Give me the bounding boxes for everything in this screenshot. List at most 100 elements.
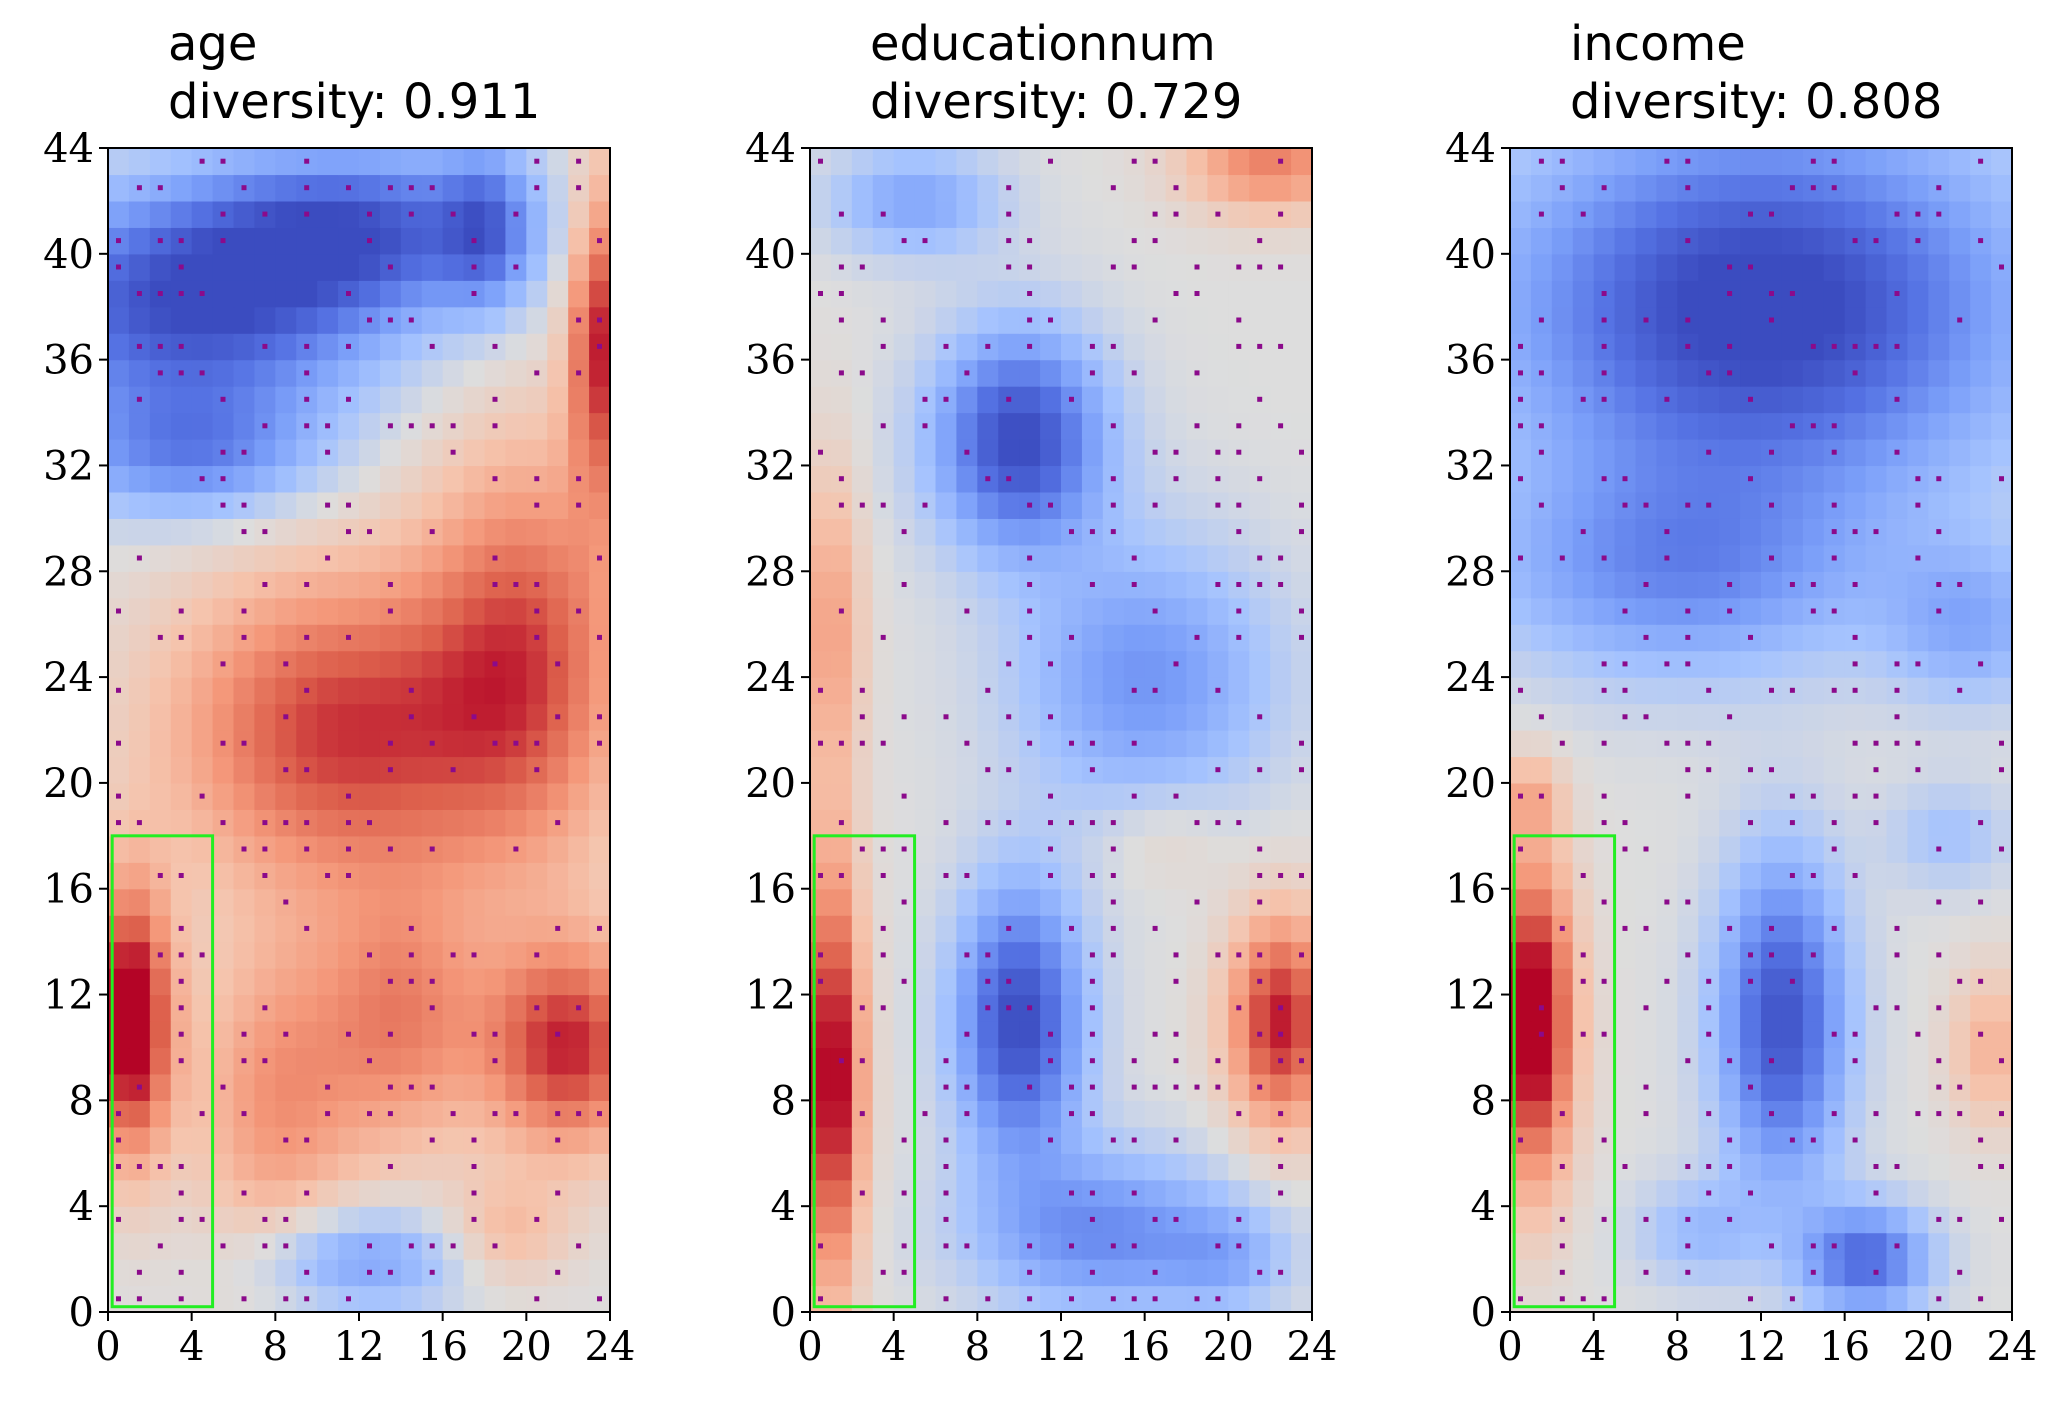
heatmap-cell — [484, 174, 507, 202]
heatmap-cell — [935, 571, 958, 599]
heatmap-cell — [1635, 253, 1658, 281]
heatmap-cell — [1614, 412, 1637, 440]
heatmap-cell — [1970, 412, 1992, 440]
heatmap-cell — [1886, 227, 1909, 255]
sample-marker — [304, 767, 310, 773]
highlight-box — [1512, 834, 1617, 1309]
sample-marker — [1831, 820, 1837, 826]
heatmap-cell — [359, 333, 381, 361]
heatmap-cell — [1991, 782, 2013, 810]
sample-marker — [1706, 449, 1712, 455]
heatmap-cell — [872, 174, 895, 202]
sample-marker — [262, 529, 268, 535]
heatmap-cell — [1551, 253, 1574, 281]
heatmap-cell — [1019, 1179, 1041, 1207]
heatmap-cell — [1144, 888, 1167, 916]
heatmap-cell — [1061, 544, 1083, 572]
heatmap-cell — [1656, 809, 1678, 837]
heatmap-cell — [1019, 915, 1041, 943]
heatmap-cell — [442, 782, 465, 810]
sample-marker — [408, 925, 414, 931]
heatmap-cell — [977, 306, 999, 334]
heatmap-cell — [463, 888, 486, 916]
heatmap-cell — [442, 1073, 465, 1101]
sample-marker — [1089, 1031, 1095, 1037]
sample-marker — [1278, 1005, 1284, 1011]
heatmap-cell — [275, 148, 297, 176]
heatmap-cell — [1270, 703, 1292, 731]
heatmap-cell — [1207, 333, 1229, 361]
heatmap-cell — [1823, 968, 1846, 996]
sample-marker — [367, 820, 372, 826]
heatmap-cell — [1698, 253, 1720, 281]
heatmap-cell — [1865, 253, 1888, 281]
sample-marker — [597, 740, 602, 746]
heatmap-cell — [547, 1285, 569, 1313]
heatmap-cell — [1102, 1073, 1125, 1101]
heatmap-cell — [149, 1021, 172, 1049]
heatmap-cell — [1781, 253, 1804, 281]
heatmap-cell — [1572, 491, 1595, 519]
heatmap-cell — [810, 386, 832, 414]
sample-marker — [1873, 1005, 1879, 1011]
heatmap-cell — [1865, 174, 1888, 202]
sample-marker — [859, 1111, 865, 1117]
heatmap-cell — [1949, 518, 1971, 546]
heatmap-cell — [128, 227, 151, 255]
sample-marker — [1748, 396, 1753, 402]
heatmap-cell — [1865, 624, 1888, 652]
sample-marker — [1727, 264, 1733, 270]
heatmap-cell — [170, 386, 193, 414]
heatmap-cell — [1886, 1259, 1909, 1287]
heatmap-cell — [463, 465, 486, 493]
heatmap-cell — [1572, 465, 1595, 493]
heatmap-cell — [212, 1179, 235, 1207]
heatmap-cell — [935, 148, 958, 176]
heatmap-cell — [1123, 703, 1146, 731]
heatmap-cell — [935, 650, 958, 678]
heatmap-cell — [338, 1126, 360, 1154]
sample-marker — [901, 1269, 907, 1275]
sample-marker — [1601, 793, 1607, 799]
heatmap-cell — [463, 624, 486, 652]
heatmap-cell — [851, 148, 874, 176]
heatmap-cell — [296, 439, 318, 467]
heatmap-cell — [359, 1021, 381, 1049]
heatmap-cell — [442, 227, 465, 255]
heatmap-cell — [442, 1206, 465, 1234]
sample-marker — [136, 291, 142, 296]
heatmap-cell — [568, 756, 590, 784]
sample-marker — [1873, 1164, 1879, 1169]
sample-marker — [1131, 264, 1137, 270]
heatmap-cell — [1761, 465, 1783, 493]
sample-marker — [1769, 502, 1774, 508]
heatmap-cell — [442, 835, 465, 863]
sample-marker — [1027, 582, 1033, 587]
heatmap-cell — [1865, 888, 1888, 916]
panel-title-line2: diversity: 0.729 — [870, 74, 1242, 130]
sample-marker — [1852, 740, 1858, 746]
heatmap-cell — [1719, 200, 1741, 228]
heatmap-cell — [1781, 650, 1804, 678]
heatmap-cell — [1186, 306, 1209, 334]
heatmap-cell — [1165, 703, 1188, 731]
heatmap-cell — [1186, 650, 1209, 678]
heatmap-cell — [1844, 1259, 1867, 1287]
heatmap-cell — [359, 1126, 381, 1154]
heatmap-cell — [914, 571, 937, 599]
sample-marker — [1257, 1031, 1263, 1037]
sample-marker — [1048, 317, 1053, 323]
heatmap-cell — [1572, 253, 1595, 281]
heatmap-cell — [212, 518, 235, 546]
heatmap-cell — [851, 227, 874, 255]
heatmap-cell — [956, 1126, 978, 1154]
heatmap-cell — [810, 465, 832, 493]
heatmap-cell — [1886, 359, 1909, 387]
sample-marker — [1727, 608, 1733, 614]
sample-marker — [1152, 1296, 1158, 1302]
sample-marker — [178, 1296, 184, 1302]
heatmap-cell — [851, 624, 874, 652]
sample-marker — [199, 952, 205, 958]
heatmap-cell — [170, 756, 193, 784]
sample-marker — [1089, 1058, 1095, 1064]
